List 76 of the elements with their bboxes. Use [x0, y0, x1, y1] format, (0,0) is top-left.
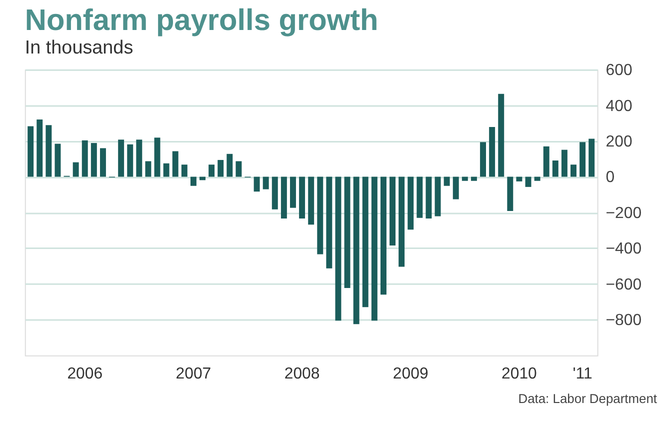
bar [190, 176, 196, 186]
bar [398, 176, 405, 267]
bar [72, 162, 79, 177]
bar [290, 176, 296, 208]
bar [525, 176, 532, 187]
bar [408, 176, 414, 230]
y-tick-label: −800 [606, 312, 642, 330]
bar [434, 176, 441, 216]
bar [580, 142, 586, 177]
bar [82, 140, 88, 177]
bar [226, 154, 233, 177]
bar [416, 176, 423, 218]
y-tick-label: −200 [606, 204, 642, 222]
bar [262, 176, 269, 190]
bar [163, 163, 170, 177]
bar [380, 176, 386, 295]
y-tick-label: 0 [606, 169, 615, 186]
y-tick-label: −600 [606, 276, 642, 294]
bar [317, 176, 324, 254]
bar [154, 138, 160, 177]
bar [462, 176, 468, 181]
bar [516, 176, 522, 182]
bar [236, 161, 242, 177]
bar [498, 94, 504, 177]
bar [208, 164, 215, 177]
x-tick-label: 2009 [392, 366, 428, 383]
bar [507, 176, 514, 212]
y-tick-label: 600 [606, 62, 632, 80]
bar [470, 176, 477, 181]
bar [426, 176, 432, 219]
bar [326, 176, 332, 268]
bar [308, 176, 314, 225]
bar [570, 164, 576, 177]
bar [90, 143, 97, 177]
bar [299, 176, 306, 219]
chart-title: Nonfarm payrolls growth [24, 4, 378, 37]
x-tick-label: 2008 [284, 366, 320, 383]
bar [444, 176, 450, 186]
y-tick-label: 200 [606, 134, 632, 151]
bar [588, 138, 595, 177]
bar [344, 176, 350, 288]
bar [480, 142, 486, 177]
bar [28, 126, 34, 177]
bar [181, 164, 188, 177]
bar [46, 125, 52, 177]
bar [534, 176, 540, 181]
bar [489, 126, 496, 177]
bar [254, 176, 260, 192]
bar [552, 160, 558, 177]
bar [36, 119, 43, 177]
bar [362, 176, 368, 308]
bar [136, 140, 142, 177]
x-tick-label: 2007 [176, 366, 212, 383]
bar [543, 146, 550, 177]
bar [280, 176, 287, 219]
bar [100, 148, 106, 177]
bar [172, 151, 178, 177]
x-tick-label: '11 [572, 366, 592, 383]
text: Data: Labor Department [518, 391, 658, 406]
bar [272, 176, 278, 210]
y-tick-label: −400 [606, 240, 642, 258]
chart-subtitle: In thousands [24, 38, 134, 59]
bar [353, 176, 360, 324]
bar [127, 144, 134, 177]
x-tick-label: 2010 [502, 366, 538, 383]
bar [390, 176, 396, 246]
bar [145, 161, 152, 177]
bar [54, 144, 61, 177]
y-tick-label: 400 [606, 98, 632, 115]
bar [561, 150, 568, 177]
bar [118, 140, 124, 177]
bar [335, 176, 342, 321]
bar [371, 176, 378, 321]
bar [218, 160, 224, 177]
x-tick-label: 2006 [67, 366, 103, 383]
bar [452, 176, 459, 200]
